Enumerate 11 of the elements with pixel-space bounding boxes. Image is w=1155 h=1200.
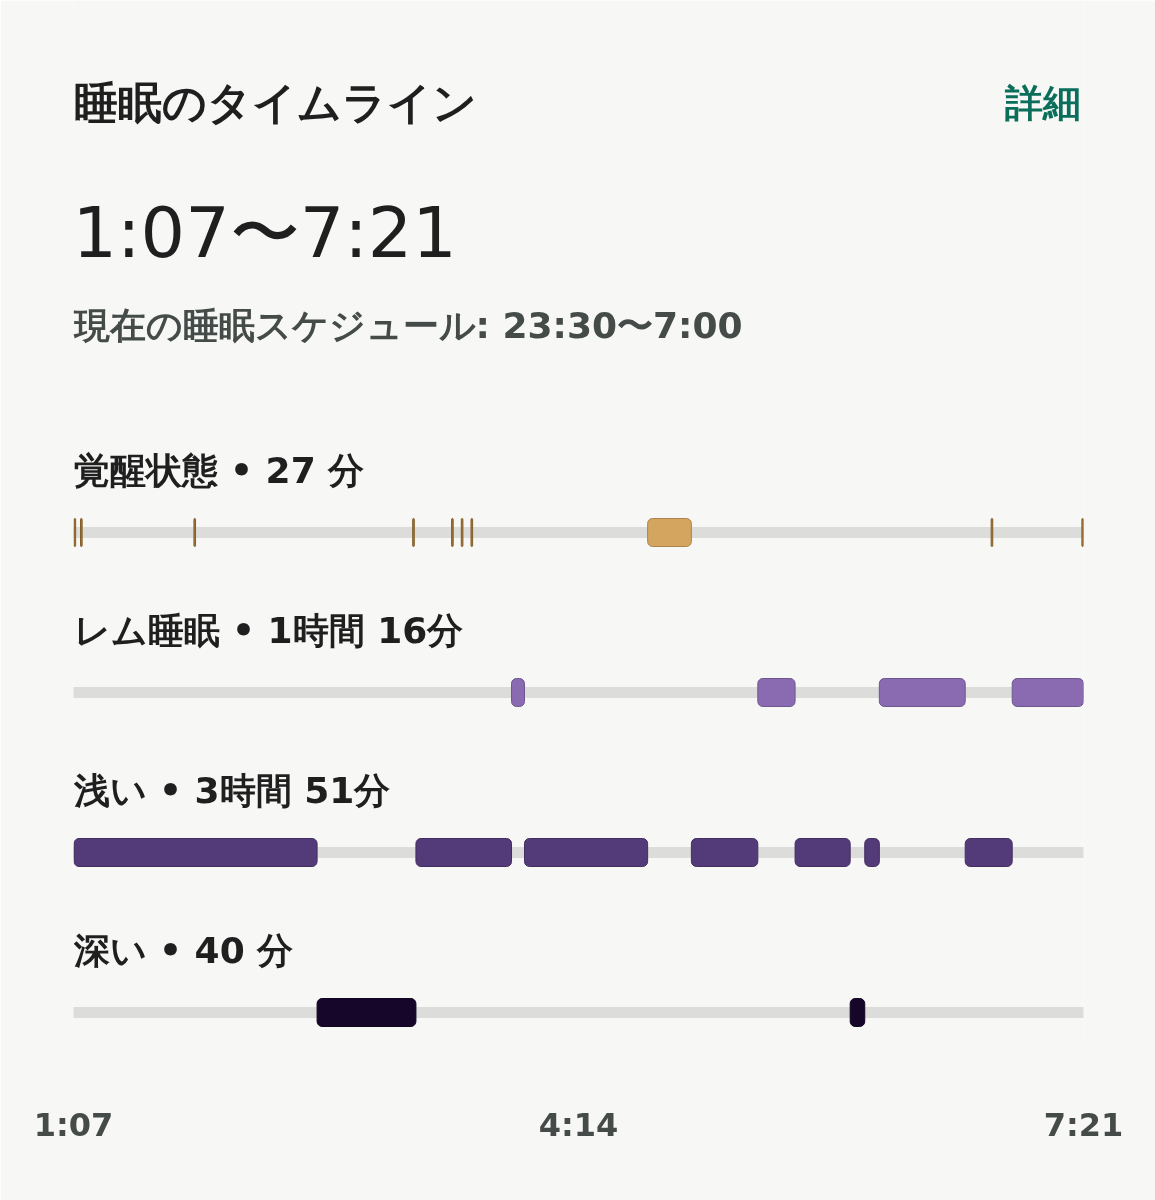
chart-title: 睡眠のタイムライン — [73, 77, 477, 128]
x-tick-label: 4:14 — [538, 1105, 619, 1144]
x-tick-label: 1:07 — [33, 1105, 114, 1144]
chart-subtitle: 1:07〜7:21 — [72, 191, 457, 274]
y-tick-label: 浅い • 3時間 51分 — [72, 770, 391, 811]
y-tick-label: 深い • 40 分 — [72, 930, 294, 971]
x-tick-label: 7:21 — [1043, 1105, 1124, 1144]
text: 詳細 — [1003, 80, 1081, 125]
bar — [647, 518, 692, 547]
y-tick-label: 覚醒状態 • 27 分 — [73, 450, 365, 491]
y-tick-label: レム睡眠 • 1時間 16分 — [73, 610, 464, 651]
